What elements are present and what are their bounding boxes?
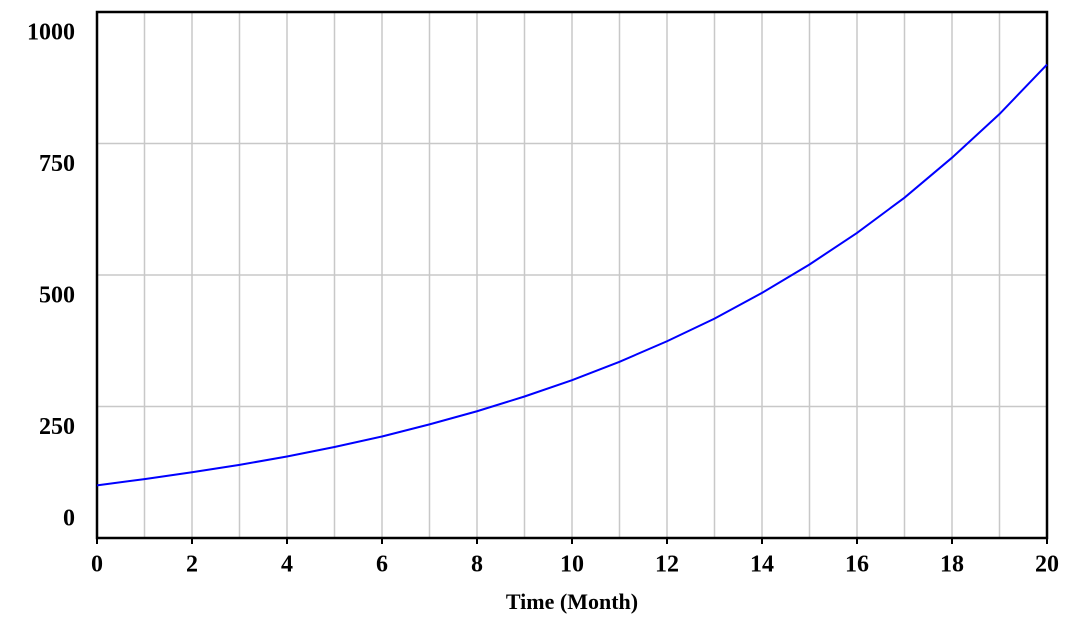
x-tick-label: 6: [376, 552, 388, 578]
plot-frame: [95, 10, 1049, 540]
x-tick-label: 10: [560, 552, 584, 578]
x-tick-label: 8: [471, 552, 483, 578]
x-tick-label: 20: [1035, 552, 1059, 578]
x-tick-label: 12: [655, 552, 679, 578]
x-tick-label: 16: [845, 552, 869, 578]
y-tick-label: 1000: [27, 20, 75, 46]
x-tick-label: 4: [281, 552, 293, 578]
y-tick-label: 0: [63, 506, 75, 532]
x-axis-title: Time (Month): [506, 589, 638, 614]
x-tick-label: 0: [91, 552, 103, 578]
data-line: [96, 63, 1048, 487]
x-tick-label: 2: [186, 552, 198, 578]
y-tick-label: 750: [39, 151, 75, 177]
y-tick-label: 250: [39, 414, 75, 440]
x-tick-label: 18: [940, 552, 964, 578]
y-tick-label: 500: [39, 283, 75, 309]
x-tick-label: 14: [750, 552, 774, 578]
